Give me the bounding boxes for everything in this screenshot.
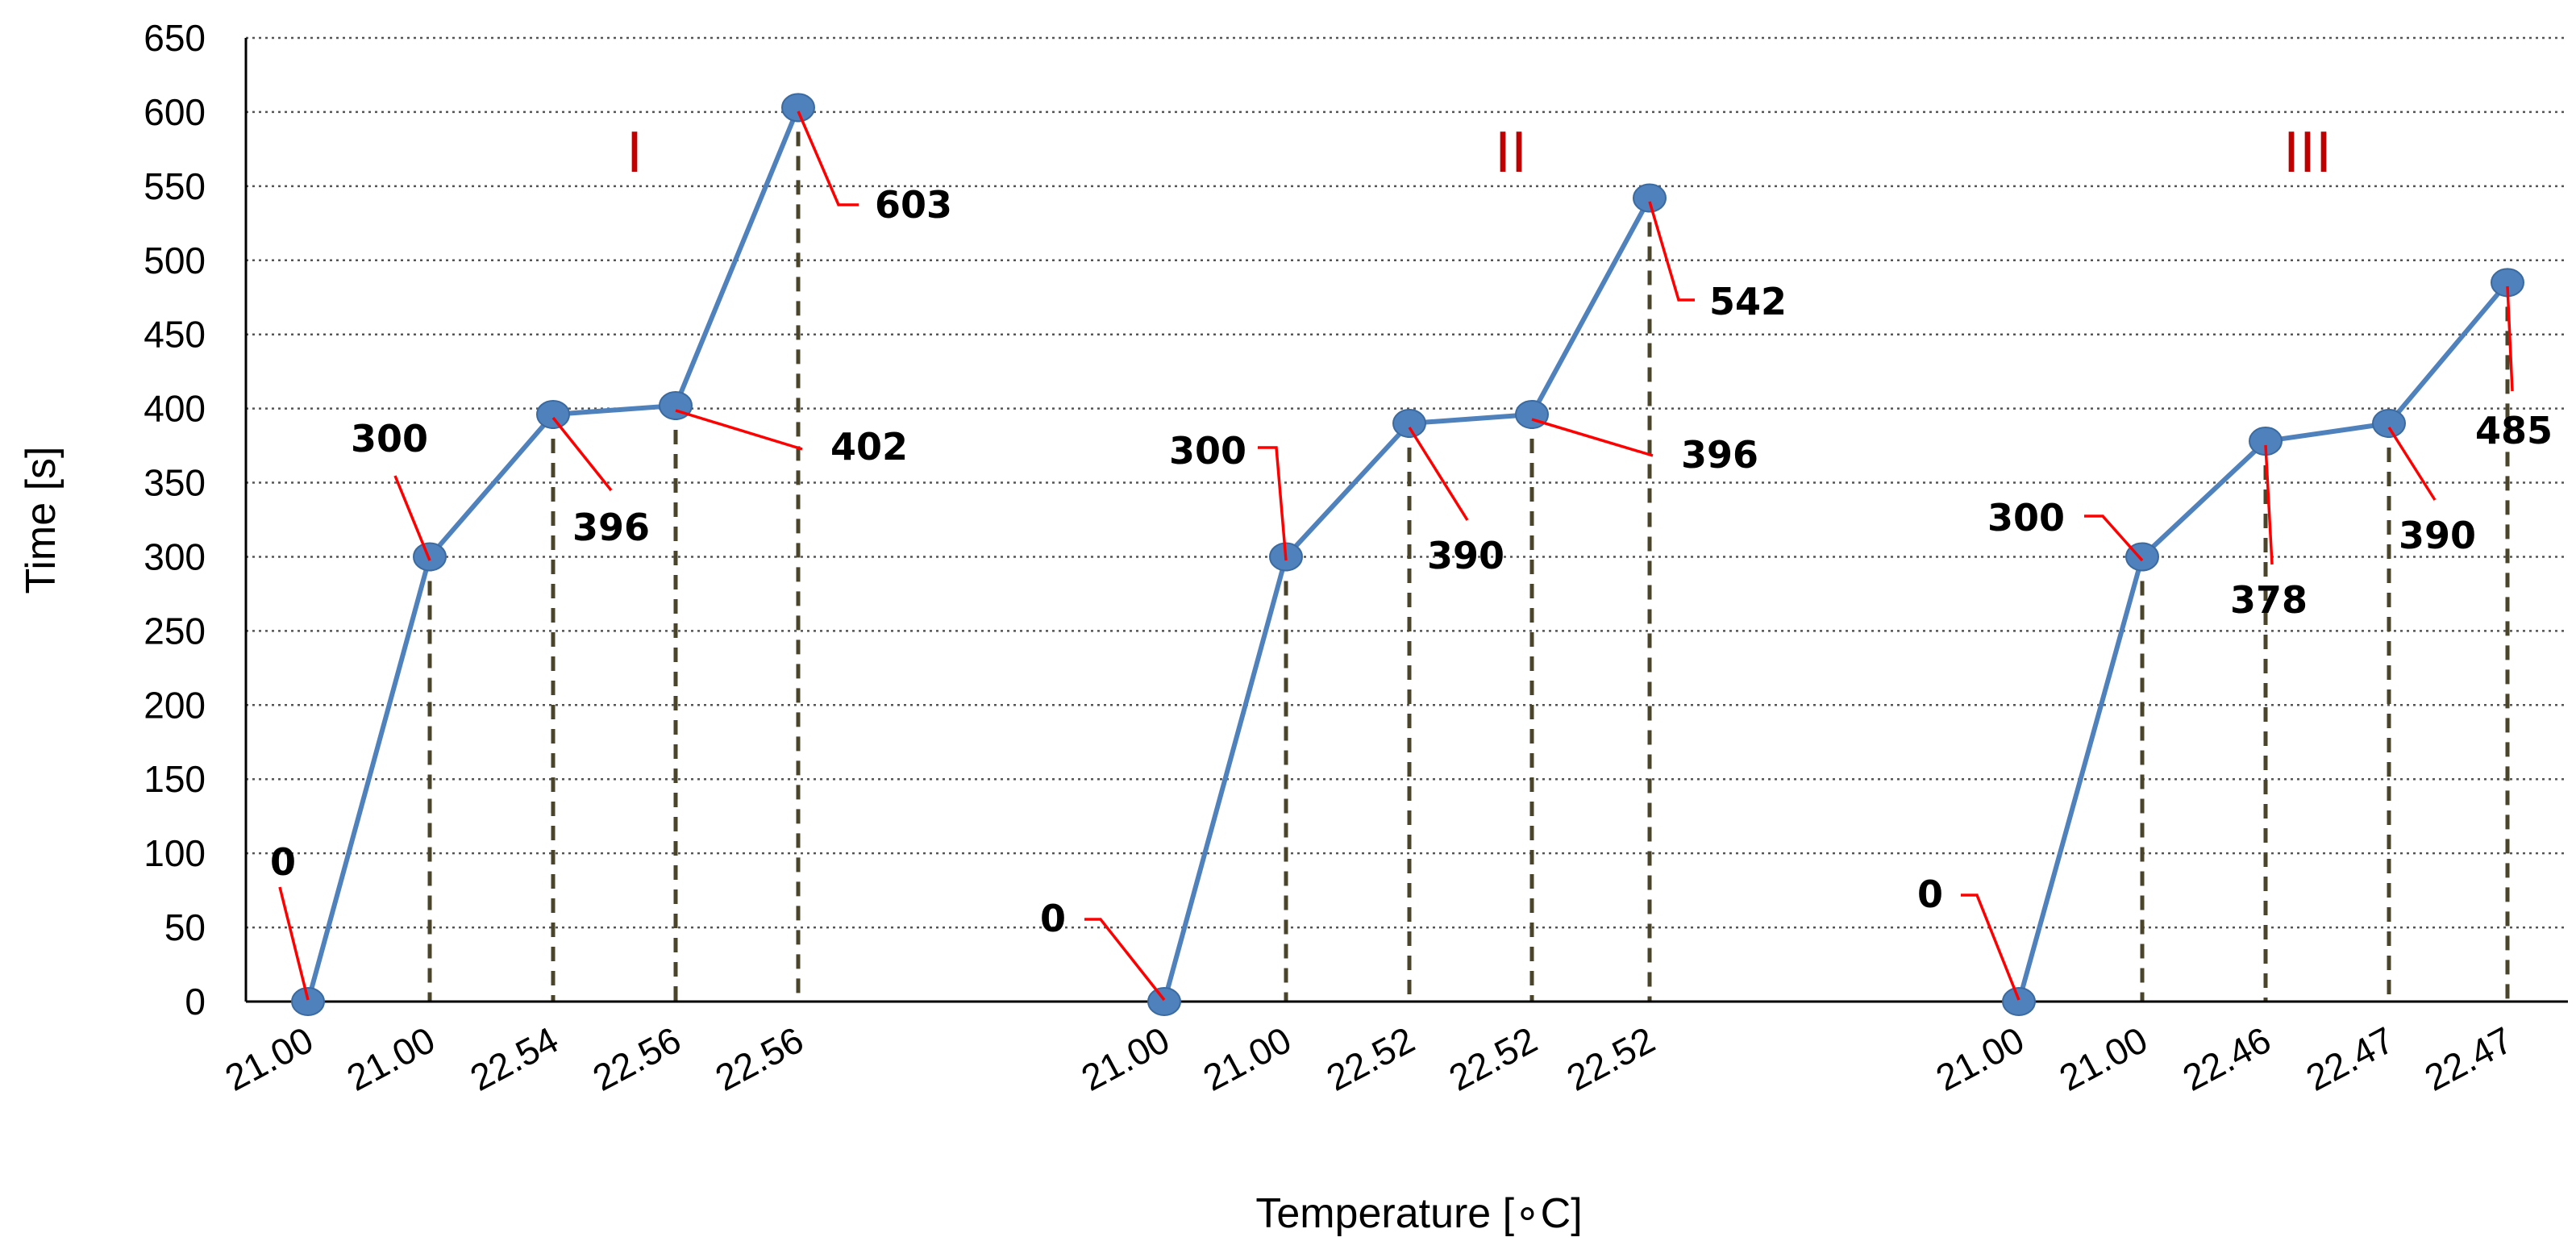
label-leader (551, 416, 613, 492)
series-line-III (2016, 281, 2510, 1002)
series-line-I (306, 106, 801, 1002)
x-tick-label: 21.00 (1196, 1018, 1298, 1099)
label-leader (1408, 427, 1469, 521)
y-tick-label: 550 (144, 165, 206, 207)
label-leaders (278, 110, 2514, 1002)
series-lines (291, 93, 2524, 1016)
y-tick-label: 450 (144, 314, 206, 356)
group-label-II: II (1495, 120, 1527, 185)
label-leader (797, 110, 859, 206)
data-label: 390 (1427, 534, 1504, 577)
data-point (1633, 183, 1667, 213)
label-leader (2264, 444, 2274, 565)
data-label: 390 (2399, 514, 2476, 557)
label-leader (1531, 418, 1654, 457)
group-label-III: III (2283, 120, 2332, 185)
data-point (536, 399, 570, 429)
y-tick-label: 650 (144, 17, 206, 59)
x-tick-label: 21.00 (218, 1018, 320, 1099)
x-tick-label: 21.00 (2053, 1018, 2154, 1099)
data-label: 396 (1681, 433, 1758, 477)
y-tick-label: 350 (144, 462, 206, 504)
data-label: 542 (1709, 280, 1787, 323)
data-label: 396 (572, 506, 650, 549)
y-tick-label: 50 (164, 906, 206, 948)
label-leader (1084, 918, 1166, 1002)
label-leader (393, 475, 431, 561)
label-leader (675, 409, 803, 451)
y-tick-label: 100 (144, 832, 206, 874)
axes (244, 38, 2568, 1003)
data-label: 300 (351, 417, 428, 460)
y-tick-label: 250 (144, 610, 206, 652)
y-tick-label: 150 (144, 758, 206, 800)
gridlines (246, 36, 2568, 929)
data-point (2002, 987, 2036, 1016)
label-leader (2506, 285, 2514, 392)
x-tick-label: 22.47 (2418, 1018, 2520, 1099)
label-leader (1258, 446, 1288, 561)
data-point (1392, 409, 1426, 438)
data-label: 300 (1169, 429, 1246, 473)
data-label: 300 (1987, 496, 2065, 539)
x-tick-label: 22.52 (1442, 1018, 1544, 1099)
group-label-I: I (626, 120, 643, 185)
label-leader (278, 886, 310, 1001)
data-label: 378 (2230, 578, 2308, 622)
data-label: 402 (830, 425, 908, 469)
x-tick-label: 21.00 (1075, 1018, 1176, 1099)
y-tick-label: 200 (144, 684, 206, 726)
x-tick-label: 22.52 (1560, 1018, 1662, 1099)
x-tick-label: 22.46 (2176, 1018, 2278, 1099)
x-axis-title: Temperature [∘C] (1255, 1190, 1582, 1237)
data-label: 0 (270, 840, 296, 884)
x-tick-label: 22.52 (1320, 1018, 1421, 1099)
y-axis-title: Time [s] (18, 447, 65, 594)
data-label: 0 (1040, 897, 1066, 940)
label-leader (2387, 427, 2437, 501)
y-tick-label: 0 (185, 981, 206, 1023)
x-tick-label: 21.00 (340, 1018, 442, 1099)
x-tick-label: 21.00 (1929, 1018, 2031, 1099)
tick-labels: 0 50 100 150 200 250 300 350 400 450 500 550 600 650 2… (144, 17, 2519, 1099)
label-leader (2084, 514, 2144, 562)
x-tick-label: 22.56 (586, 1018, 688, 1099)
drop-lines (427, 107, 2510, 1002)
data-point (1147, 987, 1181, 1016)
x-tick-label: 22.54 (464, 1018, 565, 1099)
data-point (781, 93, 815, 123)
x-tick-label: 22.47 (2299, 1018, 2401, 1099)
series-line-II (1162, 197, 1652, 1002)
data-label: 603 (875, 183, 952, 227)
data-point (291, 987, 325, 1016)
label-leader (1961, 894, 2020, 1001)
y-tick-label: 400 (144, 388, 206, 430)
y-tick-label: 600 (144, 91, 206, 133)
label-leader (1648, 201, 1695, 302)
data-label: 0 (1917, 873, 1943, 916)
data-label: 485 (2475, 409, 2553, 452)
x-tick-label: 22.56 (709, 1018, 810, 1099)
data-labels: 0 300 396 402 603 I 0 300 390 396 542 II 0 300 378 390 4… (270, 120, 2553, 940)
y-tick-label: 500 (144, 240, 206, 281)
y-tick-label: 300 (144, 535, 206, 577)
data-point (2372, 409, 2406, 438)
